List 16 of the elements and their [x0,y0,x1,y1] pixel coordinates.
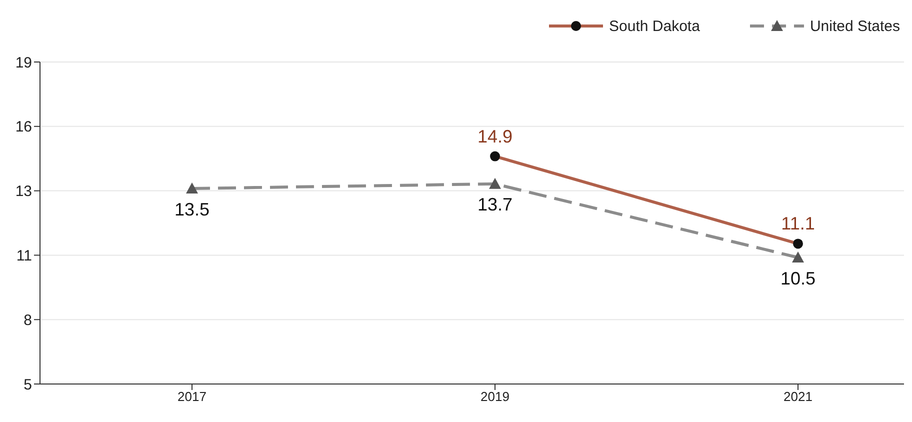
x-tick-label: 2021 [784,389,812,404]
data-label: 10.5 [780,268,816,288]
x-tick-label: 2017 [178,389,206,404]
y-tick-label: 13 [15,183,32,200]
y-tick-label: 5 [24,376,32,394]
y-tick-label: 8 [24,312,32,329]
y-tick-label: 11 [16,248,32,265]
data-label: 11.1 [781,214,815,234]
legend-label: South Dakota [609,18,700,34]
legend-label: United States [810,18,900,34]
y-tick-label: 19 [15,54,32,72]
x-tick-label: 2019 [480,389,510,404]
y-tick-label: 16 [15,118,32,136]
data-label: 13.5 [174,199,210,220]
data-label: 13.7 [477,194,513,215]
data-label: 14.9 [477,126,513,146]
